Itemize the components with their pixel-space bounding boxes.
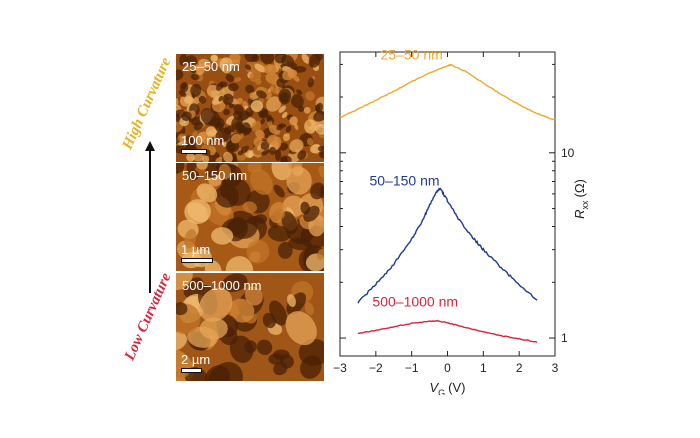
y-tick-label: 1	[561, 331, 568, 345]
y-axis-label-sub: xx	[580, 200, 590, 210]
y-axis-label-unit: (Ω)	[572, 179, 587, 197]
y-tick-label: 10	[561, 146, 575, 160]
x-axis-label-sub: G	[438, 388, 445, 395]
scale-bar	[181, 368, 202, 373]
scale-bar-label: 2 µm	[181, 352, 211, 367]
sem-label: 500–1000 nm	[182, 278, 262, 293]
x-tick-label: 1	[480, 361, 487, 375]
plot-frame	[339, 51, 556, 357]
x-tick-label: 0	[444, 361, 451, 375]
sem-texture	[176, 163, 324, 271]
x-tick-label: 2	[516, 361, 523, 375]
sem-texture	[176, 54, 324, 162]
sem-image-500-1000nm: 500–1000 nm 2 µm	[176, 273, 324, 381]
series-line	[357, 319, 538, 343]
resistance-chart: −3 −2 −1 0 1 2 3 1 10 VG (V) Rxx (Ω) 25–50 nm 50–150 n…	[333, 47, 590, 395]
sem-texture	[176, 273, 324, 381]
scale-bar-label: 100 nm	[181, 133, 225, 148]
series-label: 25–50 nm	[381, 47, 443, 63]
sem-label: 25–50 nm	[182, 59, 240, 74]
scale-bar	[181, 149, 207, 154]
curvature-arrow	[149, 150, 151, 293]
scale-bar-label: 1 µm	[181, 242, 211, 257]
sem-image-25-50nm: 25–50 nm 100 nm	[176, 54, 324, 162]
series-label: 500–1000 nm	[372, 294, 458, 310]
curvature-arrow-head	[145, 141, 155, 151]
sem-image-50-150nm: 50–150 nm 1 µm	[176, 163, 324, 271]
series-line	[357, 187, 538, 304]
series-label: 50–150 nm	[369, 173, 439, 189]
x-axis-label-main: V	[429, 380, 439, 395]
low-curvature-label: Low Curvature	[121, 270, 175, 363]
x-tick-label: −2	[369, 361, 383, 375]
high-curvature-label: High Curvature	[119, 55, 175, 153]
x-tick-label: −1	[405, 361, 419, 375]
x-tick-label: −3	[333, 361, 347, 375]
y-axis-label: Rxx (Ω)	[572, 179, 590, 219]
x-tick-label: 3	[552, 361, 559, 375]
series-line	[339, 63, 556, 121]
y-axis-label-main: R	[572, 210, 587, 219]
scale-bar	[181, 258, 213, 263]
sem-label: 50–150 nm	[182, 168, 248, 183]
x-axis-label: VG (V)	[429, 380, 465, 395]
x-axis-label-unit: (V)	[448, 380, 465, 395]
